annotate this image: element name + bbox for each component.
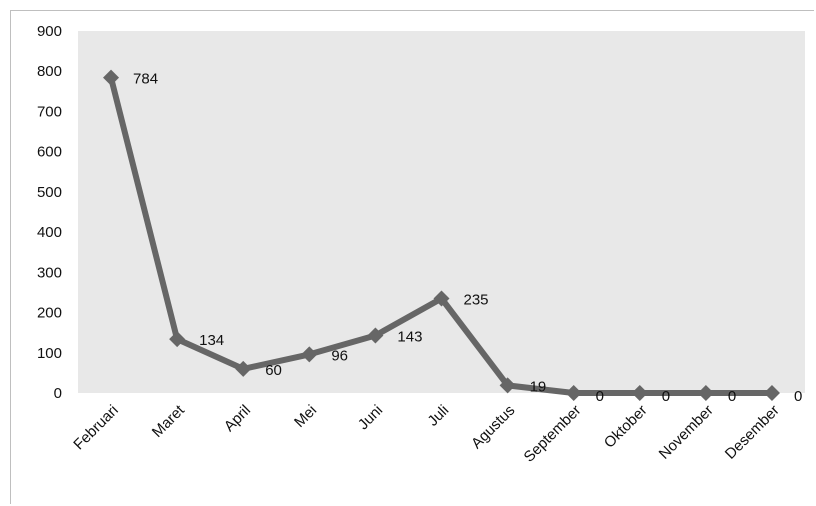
x-tick-label: Oktober: [601, 402, 651, 452]
plot-area: [78, 31, 805, 393]
data-label: 0: [794, 388, 802, 405]
data-point: [433, 290, 450, 307]
data-label: 134: [199, 332, 224, 349]
x-tick-label: Agustus: [468, 402, 518, 452]
x-tick-label: Juni: [355, 402, 386, 433]
x-tick-label: September: [521, 402, 585, 466]
x-axis: Februari Maret April Mei Juni Juli Agustus Sept…: [70, 401, 782, 465]
y-tick-label: 400: [37, 224, 62, 241]
data-point: [103, 69, 120, 86]
data-label: 143: [397, 328, 422, 345]
data-point: [367, 327, 384, 344]
data-label: 0: [728, 388, 736, 405]
x-tick-label: Juli: [424, 402, 452, 430]
y-tick-label: 300: [37, 264, 62, 281]
data-point: [565, 385, 582, 401]
data-label: 235: [464, 291, 489, 308]
chart-frame: [10, 10, 814, 504]
x-tick-label: Maret: [149, 401, 189, 441]
data-label: 60: [265, 362, 282, 379]
x-tick-label: April: [221, 402, 254, 435]
y-axis: 0 100 200 300 400 500 600 700 800 900: [37, 23, 62, 402]
y-tick-label: 800: [37, 63, 62, 80]
y-tick-label: 500: [37, 184, 62, 201]
y-tick-label: 700: [37, 103, 62, 120]
data-point: [631, 385, 648, 401]
x-tick-label: Februari: [70, 402, 122, 454]
data-label: 19: [530, 378, 547, 395]
x-tick-label: November: [656, 402, 717, 463]
x-tick-label: Desember: [722, 402, 783, 463]
data-label: 784: [133, 71, 158, 88]
y-tick-label: 0: [54, 385, 62, 402]
data-point: [499, 377, 516, 394]
series-markers: [103, 69, 780, 401]
data-label: 0: [596, 388, 604, 405]
data-point: [763, 385, 780, 401]
data-label: 0: [662, 388, 670, 405]
y-tick-label: 200: [37, 305, 62, 322]
data-point: [235, 360, 252, 377]
data-label: 96: [331, 347, 348, 364]
x-tick-label: Mei: [291, 402, 320, 431]
data-point: [697, 385, 714, 401]
y-tick-label: 900: [37, 23, 62, 40]
data-point: [169, 331, 186, 348]
y-tick-label: 100: [37, 345, 62, 362]
data-point: [301, 346, 318, 363]
data-labels: 784 134 60 96 143 235 19 0 0 0 0: [133, 71, 802, 405]
y-tick-label: 600: [37, 144, 62, 161]
